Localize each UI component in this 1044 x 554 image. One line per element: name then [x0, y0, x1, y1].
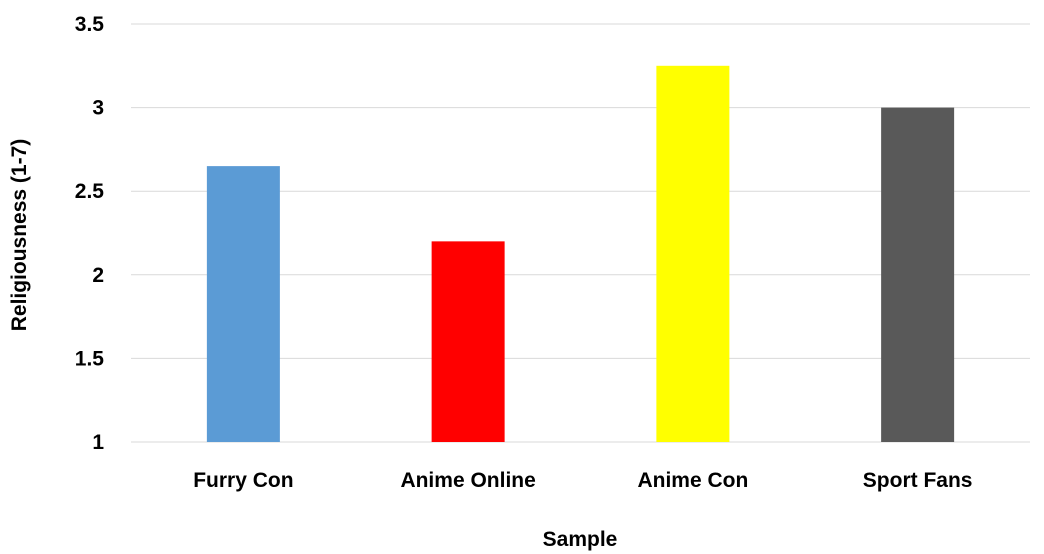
x-axis-title: Sample [543, 528, 618, 551]
y-axis-ticks: 1 1.5 2 2.5 3 3.5 [75, 13, 105, 454]
x-tick-label: Anime Online [400, 469, 535, 492]
y-tick-label: 2 [92, 264, 104, 287]
x-tick-label: Furry Con [193, 469, 293, 492]
x-tick-label: Sport Fans [863, 469, 973, 492]
bar-sport-fans [881, 107, 955, 442]
y-tick-label: 1.5 [75, 347, 105, 370]
x-tick-label: Anime Con [637, 469, 748, 492]
gridlines [131, 23, 1030, 443]
bar-anime-online [431, 241, 505, 442]
y-axis-title: Religiousness (1-7) [8, 139, 31, 332]
bar-furry-con [206, 166, 280, 442]
bar-anime-con [656, 65, 730, 443]
x-axis-ticks: Furry Con Anime Online Anime Con Sport Fans [193, 469, 972, 492]
y-tick-label: 1 [92, 431, 104, 454]
y-tick-label: 3 [92, 97, 104, 120]
y-tick-label: 2.5 [75, 180, 105, 203]
bars [206, 65, 955, 443]
y-tick-label: 3.5 [75, 13, 105, 36]
